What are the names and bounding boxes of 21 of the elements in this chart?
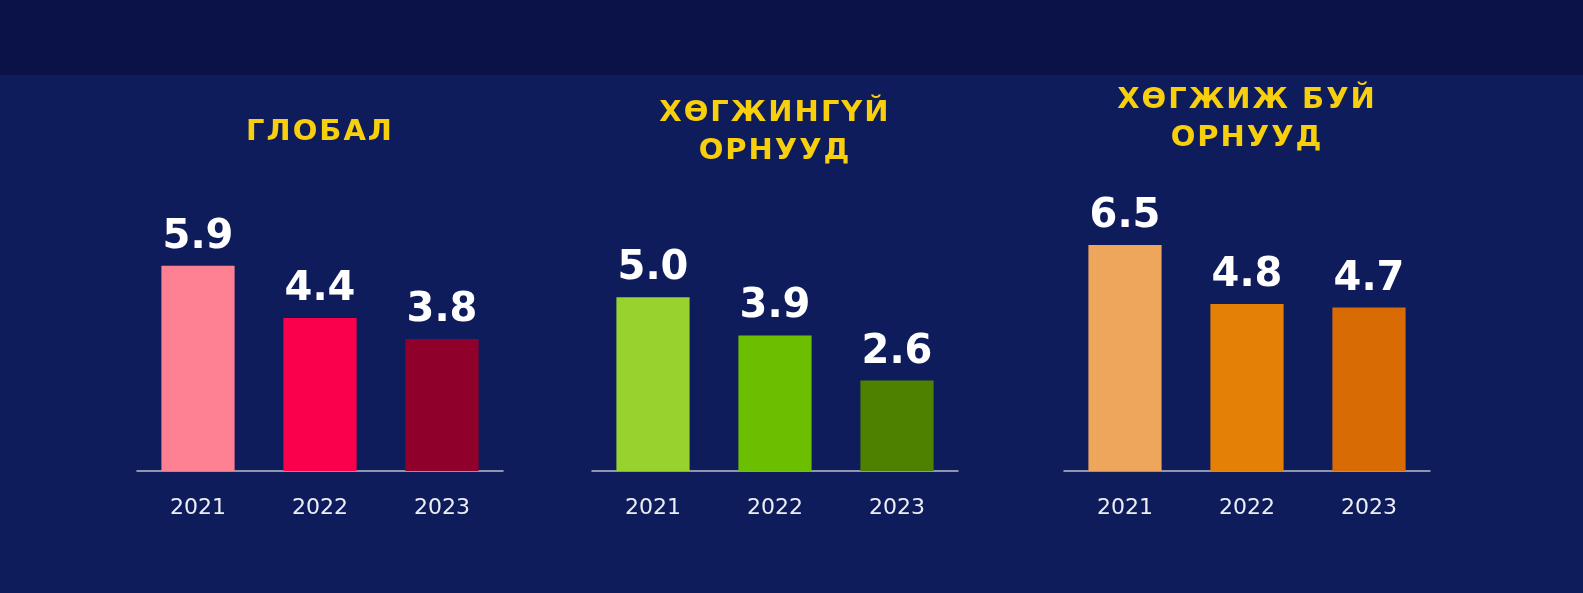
x-tick-label: 2022 [292,493,348,519]
x-tick-label: 2023 [869,493,925,519]
data-label: 6.5 [1089,190,1161,236]
data-label: 4.7 [1333,252,1405,299]
data-label: 3.8 [406,283,478,330]
data-label: 3.9 [739,280,811,327]
data-label: 2.6 [861,325,933,372]
data-label: 5.9 [162,210,234,257]
x-tick-label: 2021 [1097,493,1153,519]
chart-title: ХӨГЖИНГҮЙ ОРНУУД [658,93,892,168]
x-tick-label: 2021 [625,493,681,519]
chart-title: ХӨГЖИЖ БУЙ ОРНУУД [1116,80,1378,155]
x-tick-label: 2022 [1219,493,1275,519]
data-label: 4.4 [284,263,356,310]
x-tick-label: 2023 [1341,493,1397,519]
data-label: 5.0 [617,242,689,289]
x-tick-label: 2021 [170,493,226,519]
x-tick-label: 2023 [414,493,470,519]
data-label: 4.8 [1211,249,1283,296]
x-tick-label: 2022 [747,493,803,519]
chart-title: ГЛОБАЛ [246,112,394,149]
